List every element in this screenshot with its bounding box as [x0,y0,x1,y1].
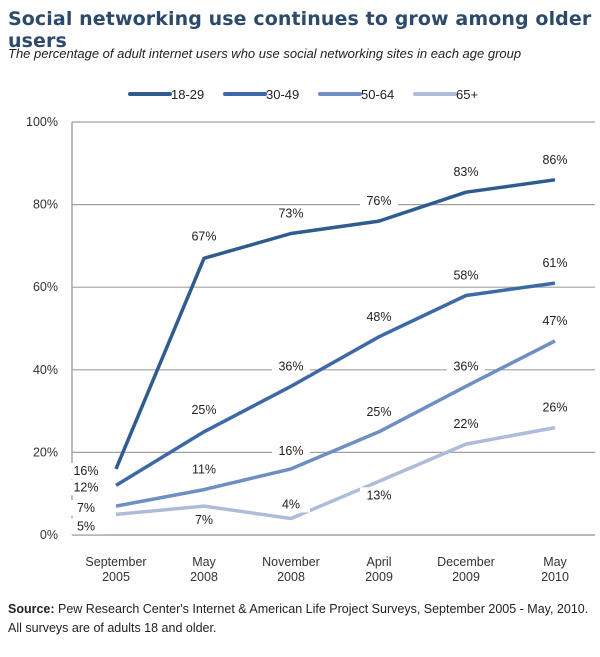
data-label-bg [536,255,574,272]
data-label-bg [360,403,398,420]
data-label: 11% [192,463,216,477]
series-line-18-29 [114,178,556,470]
data-label-bg [447,267,485,284]
y-tick-label: 80% [33,198,58,212]
legend: 18-29 30-49 50-64 65+ [128,87,478,102]
source-label: Source: [8,602,55,616]
x-tick-line: December [437,555,495,569]
data-label-bg [536,151,574,168]
x-tick-line: November [262,555,320,569]
data-label-bg [185,401,223,418]
source-text: Pew Research Center's Internet & America… [8,602,589,635]
x-tick-label: September 2005 [85,555,146,584]
data-label-bg [272,496,310,513]
data-label: 26% [542,401,567,415]
x-tick-line: 2008 [277,570,305,584]
data-label: 73% [278,207,303,221]
data-label-bg [360,487,398,504]
data-labels: 16% 67% 73% 76% 83% 86% 12% 25% 36% 48% 58% 61% 7% 11… [67,151,574,535]
data-label-bg [360,193,398,210]
y-tick-label: 0% [40,528,58,542]
source-note: Source: Pew Research Center's Internet &… [8,600,598,638]
data-label: 58% [453,268,478,282]
data-label-bg [536,399,574,416]
x-tick-line: April [366,555,391,569]
data-label: 36% [453,359,478,373]
data-label: 7% [195,513,213,527]
data-label: 16% [73,464,98,478]
data-label-bg [272,442,310,459]
data-label-bg [360,308,398,325]
data-label-bg [185,228,223,245]
data-label: 13% [366,488,391,502]
data-label-bg [67,462,105,479]
data-label: 16% [278,444,303,458]
y-tick-label: 20% [33,445,58,459]
x-tick-label: May 2008 [190,555,218,584]
x-tick-line: 2010 [541,570,569,584]
x-tick-label: November 2008 [262,555,320,584]
data-label-bg [536,312,574,329]
data-label-bg [447,164,485,181]
data-label: 36% [278,359,303,373]
data-label: 61% [542,256,567,270]
y-tick-label: 100% [26,115,58,129]
x-tick-line: 2009 [365,570,393,584]
x-tick-line: 2005 [102,570,130,584]
data-label-bg [67,500,105,517]
data-label: 86% [542,153,567,167]
data-label-bg [67,518,105,535]
x-tick-label: May 2010 [541,555,569,584]
data-label-bg [67,479,105,496]
series-line-50-64 [115,339,556,508]
x-tick-line: May [543,555,567,569]
data-label: 22% [453,417,478,431]
data-label: 5% [77,519,95,533]
data-label: 83% [453,165,478,179]
data-label: 7% [77,501,95,515]
data-label: 48% [366,310,391,324]
x-tick-line: 2008 [190,570,218,584]
series-line-30-49 [115,281,556,487]
legend-label: 65+ [456,87,478,102]
y-tick-label: 60% [33,280,58,294]
data-label: 12% [73,480,98,494]
data-label-bg [272,358,310,375]
data-label: 25% [191,403,216,417]
x-tick-label: December 2009 [437,555,495,584]
x-tick-line: 2009 [452,570,480,584]
chart-subtitle: The percentage of adult internet users w… [8,46,522,61]
data-label: 25% [366,405,391,419]
legend-label: 50-64 [361,87,394,102]
legend-label: 30-49 [266,87,299,102]
data-label-bg [185,512,223,529]
data-label-bg [272,205,310,222]
data-label: 4% [282,497,300,511]
x-tick-line: May [192,555,216,569]
series-lines [114,178,556,521]
x-tick-line: September [85,555,146,569]
data-label-bg [447,358,485,375]
data-label-bg [185,461,223,478]
x-tick-label: April 2009 [365,555,393,584]
data-label: 47% [542,314,567,328]
data-label: 67% [191,229,216,243]
y-tick-label: 40% [33,363,58,377]
chart-title: Social networking use continues to grow … [8,8,592,52]
data-label: 76% [366,194,391,208]
legend-label: 18-29 [171,87,204,102]
series-line-65+ [115,425,556,521]
y-axis-ticks: 0% 20% 40% 60% 80% 100% [26,115,58,542]
data-label-bg [447,416,485,433]
